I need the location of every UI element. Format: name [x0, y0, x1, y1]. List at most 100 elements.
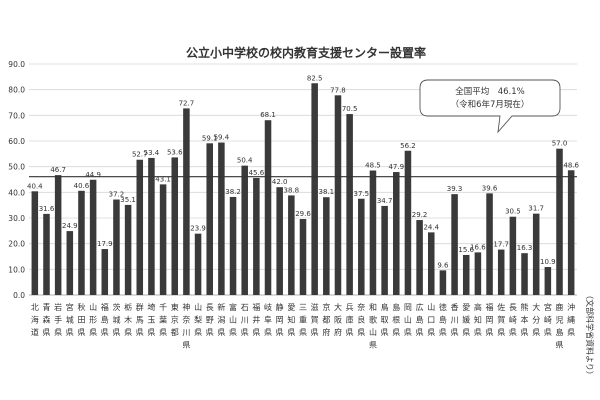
value-label: 47.9: [388, 163, 404, 171]
value-label: 38.1: [319, 188, 335, 196]
category-label: 新: [217, 302, 225, 312]
category-label: 県: [264, 328, 272, 337]
bar: [124, 204, 132, 295]
category-label: 川: [241, 316, 249, 325]
value-label: 46.7: [50, 166, 66, 174]
category-label: 東: [171, 302, 179, 312]
category-label: 岡: [276, 316, 284, 325]
category-label: 青: [42, 302, 50, 312]
category-label: 島: [416, 315, 424, 325]
category-label: 城: [112, 316, 120, 325]
category-label: 県: [77, 328, 85, 337]
category-label: 県: [556, 341, 564, 350]
y-tick-label: 80.0: [8, 86, 25, 95]
bar: [89, 179, 97, 295]
bar: [544, 267, 552, 295]
value-label: 17.7: [493, 241, 509, 249]
category-label: 児: [556, 316, 564, 325]
value-label: 34.7: [377, 197, 393, 205]
category-label: 愛: [462, 302, 470, 312]
category-label: 崎: [509, 315, 517, 325]
category-label: 茨: [112, 302, 120, 312]
category-label: 福: [252, 303, 260, 312]
bar: [334, 95, 342, 296]
bar: [78, 190, 85, 295]
value-label: 16.6: [470, 243, 486, 251]
category-label: 佐: [497, 302, 505, 312]
category-label: 良: [357, 315, 365, 325]
category-label: 県: [486, 328, 494, 337]
category-label: 埼: [147, 302, 155, 312]
category-label: 都: [171, 328, 179, 337]
bar: [43, 213, 50, 295]
callout-date-text: （令和6年7月現在）: [451, 99, 530, 110]
category-label: 神: [182, 302, 190, 312]
category-label: 崎: [544, 315, 552, 325]
category-label: 阜: [264, 315, 272, 325]
category-label: 県: [509, 328, 517, 337]
y-tick-label: 20.0: [8, 240, 25, 249]
category-label: 県: [474, 328, 482, 337]
category-label: 県: [112, 328, 120, 337]
y-tick-label: 10.0: [8, 265, 25, 274]
category-label: 県: [416, 328, 424, 337]
value-label: 45.6: [249, 169, 265, 177]
value-label: 52.7: [132, 151, 148, 159]
value-label: 48.5: [365, 162, 381, 170]
bar: [532, 213, 540, 295]
y-tick-label: 60.0: [8, 137, 25, 146]
category-label: 根: [392, 315, 400, 325]
category-label: 岡: [404, 303, 412, 312]
bar: [509, 216, 517, 295]
value-label: 38.8: [284, 186, 300, 194]
category-label: 宮: [544, 302, 552, 312]
category-label: 岩: [54, 302, 62, 312]
category-label: 群: [136, 302, 144, 312]
category-label: 県: [241, 328, 249, 337]
category-label: 三: [299, 303, 307, 312]
category-label: 高: [474, 302, 482, 312]
category-label: 府: [322, 327, 330, 337]
category-label: 宮: [66, 302, 74, 312]
category-label: 和: [369, 303, 377, 312]
category-label: 道: [31, 327, 39, 337]
value-label: 40.4: [27, 182, 43, 190]
callout-box: [419, 79, 561, 134]
bar: [276, 187, 283, 295]
category-label: 森: [42, 315, 50, 325]
y-tick-label: 30.0: [8, 214, 25, 223]
y-tick-label: 90.0: [8, 60, 25, 69]
category-label: 熊: [521, 302, 529, 312]
category-label: 山: [229, 315, 237, 325]
category-label: 岡: [486, 316, 494, 325]
bar: [486, 193, 493, 295]
bar: [171, 157, 179, 295]
category-label: 県: [217, 328, 225, 337]
category-label: 知: [474, 315, 482, 325]
category-label: 県: [392, 328, 400, 337]
category-label: 島: [101, 315, 109, 325]
bar: [101, 249, 109, 295]
category-label: 県: [521, 328, 529, 337]
bar: [323, 197, 330, 295]
bar: [497, 249, 505, 295]
category-label: 鳥: [381, 302, 389, 312]
value-label: 10.9: [540, 258, 556, 266]
bar: [136, 159, 144, 295]
value-label: 42.0: [272, 178, 288, 186]
value-label: 53.6: [167, 148, 183, 156]
bar: [416, 220, 423, 295]
value-label: 77.8: [330, 86, 346, 94]
category-label: 県: [89, 328, 97, 337]
bar: [148, 157, 155, 295]
category-label: 県: [357, 328, 365, 337]
category-label: 手: [54, 315, 62, 325]
category-label: 山: [89, 302, 97, 312]
y-axis-tick-labels: 0.0 10.0 20.0 30.0 40.0 50.0 60.0 70.0 80.0 90.0: [8, 60, 25, 300]
category-label: 知: [287, 315, 295, 325]
bar: [229, 196, 237, 295]
category-label: 県: [66, 328, 74, 337]
category-label: 県: [54, 328, 62, 337]
category-label: 福: [101, 303, 109, 312]
value-labels: 40.4 31.6 46.7 24.9 40.6 44.9 17.9 37.235.1 52.7…: [27, 74, 579, 269]
